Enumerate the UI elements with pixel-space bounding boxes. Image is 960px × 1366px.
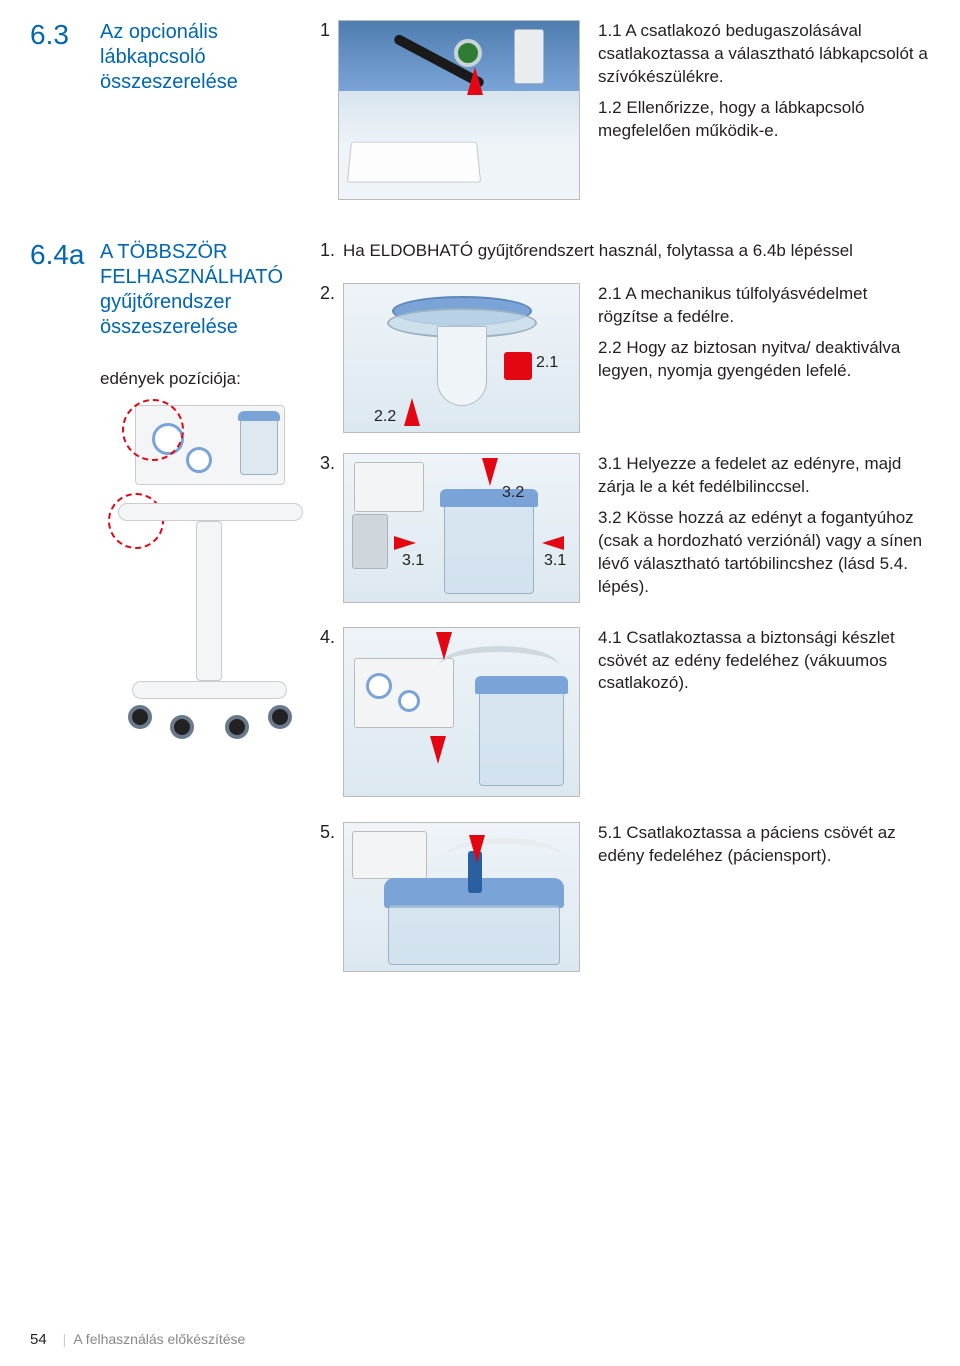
control-panel bbox=[514, 29, 544, 84]
step-number: 3. bbox=[320, 453, 335, 474]
step-4-text: 4.1 Csatlakoztassa a biztonsági készlet … bbox=[580, 627, 930, 704]
wheel-icon bbox=[128, 705, 152, 729]
jar-icon bbox=[479, 686, 564, 786]
step-number: 4. bbox=[320, 627, 335, 648]
figure-4 bbox=[343, 627, 580, 797]
tube-icon bbox=[444, 838, 564, 878]
sublabel-2-2: 2.2 bbox=[374, 408, 396, 426]
section-number: 6.3 bbox=[30, 20, 100, 51]
device-small bbox=[354, 462, 424, 512]
step-1-2: 1.2 Ellenőrizze, hogy a lábkapcsoló megf… bbox=[598, 97, 930, 143]
device-small bbox=[352, 831, 427, 879]
intro-line: 1. Ha ELDOBHATÓ gyűjtőrendszert használ,… bbox=[320, 240, 930, 263]
highlight-circle bbox=[108, 493, 164, 549]
wheel-icon bbox=[170, 715, 194, 739]
arrow-down-icon bbox=[482, 458, 498, 486]
step-2-1: 2.1 A mechanikus túlfolyásvédelmet rögzí… bbox=[598, 283, 930, 329]
tube-icon bbox=[439, 646, 559, 686]
sublabel-3-2: 3.2 bbox=[502, 484, 524, 502]
gauge-icon bbox=[366, 673, 392, 699]
gauge-icon bbox=[398, 690, 420, 712]
intro-text: Ha ELDOBHATÓ gyűjtőrendszert használ, fo… bbox=[343, 240, 930, 263]
step-2: 2. 2.1 2.2 2.1 A mechanikus túlfolyásvéd… bbox=[320, 283, 930, 433]
page-footer: 54 | A felhasználás előkészítése bbox=[30, 1331, 245, 1348]
jar-icon bbox=[240, 415, 278, 475]
section-title: A TÖBBSZÖR FELHASZNÁLHATÓ gyűjtőrendszer… bbox=[100, 240, 310, 340]
wheel-icon bbox=[225, 715, 249, 739]
figure-3: 3.2 3.1 3.1 bbox=[343, 453, 580, 603]
arrow-down-icon bbox=[436, 632, 452, 660]
figure-5 bbox=[343, 822, 580, 972]
page-number: 54 bbox=[30, 1331, 47, 1348]
step-4: 4. 4.1 Csatlakoztassa a biztonsági készl… bbox=[320, 627, 930, 797]
step-number: 2. bbox=[320, 283, 335, 304]
lid-icon bbox=[238, 411, 280, 421]
trolley-rail bbox=[118, 503, 303, 521]
wheel-icon bbox=[268, 705, 292, 729]
step-2-text: 2.1 A mechanikus túlfolyásvédelmet rögzí… bbox=[580, 283, 930, 391]
step-2-2: 2.2 Hogy az biztosan nyitva/ deaktiválva… bbox=[598, 337, 930, 383]
figure-1-container: 1 bbox=[320, 20, 580, 200]
section-6-3: 6.3 Az opcionális lábkapcsoló összeszere… bbox=[30, 20, 930, 200]
arrow-down-icon bbox=[469, 835, 485, 863]
sublabel-3-1b: 3.1 bbox=[544, 552, 566, 570]
overflow-guard bbox=[437, 326, 487, 406]
bracket bbox=[352, 514, 388, 569]
jar-large bbox=[388, 905, 560, 965]
green-button bbox=[454, 39, 482, 67]
separator: | bbox=[63, 1331, 67, 1347]
step-3-2: 3.2 Kösse hozzá az edényt a fogantyúhoz … bbox=[598, 507, 930, 599]
arrow-up-icon bbox=[467, 67, 483, 95]
trolley-pole bbox=[196, 521, 222, 681]
step-3: 3. 3.2 3.1 3.1 3.1 Hely bbox=[320, 453, 930, 607]
footer-label: A felhasználás előkészítése bbox=[73, 1331, 245, 1347]
step-1-text: 1.1 A csatlakozó bedugaszolásával csatla… bbox=[580, 20, 930, 151]
sublabel-3-1a: 3.1 bbox=[402, 552, 424, 570]
step-5-1: 5.1 Csatlakoztassa a páciens csövét az e… bbox=[598, 822, 930, 868]
arrow-right-icon bbox=[394, 536, 416, 550]
figure-2: 2.1 2.2 bbox=[343, 283, 580, 433]
jar-icon bbox=[444, 499, 534, 594]
step-4-1: 4.1 Csatlakoztassa a biztonsági készlet … bbox=[598, 627, 930, 696]
step-3-text: 3.1 Helyezze a fedelet az edényre, majd … bbox=[580, 453, 930, 607]
figure-1 bbox=[338, 20, 580, 200]
step-5-text: 5.1 Csatlakoztassa a páciens csövét az e… bbox=[580, 822, 930, 876]
highlight-circle bbox=[122, 399, 184, 461]
step-number: 1 bbox=[320, 20, 330, 41]
trolley-base bbox=[132, 681, 287, 699]
arrow-down-icon bbox=[430, 736, 446, 764]
section-subtitle: edények pozíciója: bbox=[100, 368, 310, 389]
sublabel-2-1: 2.1 bbox=[536, 354, 558, 372]
step-3-1: 3.1 Helyezze a fedelet az edényre, majd … bbox=[598, 453, 930, 499]
section-number: 6.4a bbox=[30, 240, 100, 271]
arrow-left-icon bbox=[542, 536, 564, 550]
step-1-1: 1.1 A csatlakozó bedugaszolásával csatla… bbox=[598, 20, 930, 89]
step-number: 1. bbox=[320, 240, 335, 261]
step-5: 5. 5.1 Csatlakoztassa a páciens csövét a… bbox=[320, 822, 930, 972]
marker-2-1 bbox=[504, 352, 532, 380]
arrow-up-icon bbox=[404, 398, 420, 426]
trolley-illustration bbox=[100, 405, 320, 785]
step-number: 5. bbox=[320, 822, 335, 843]
section-title: Az opcionális lábkapcsoló összeszerelése bbox=[100, 20, 320, 95]
section-6-4a: 6.4a A TÖBBSZÖR FELHASZNÁLHATÓ gyűjtőren… bbox=[30, 240, 930, 992]
foot-pedal bbox=[347, 142, 481, 183]
